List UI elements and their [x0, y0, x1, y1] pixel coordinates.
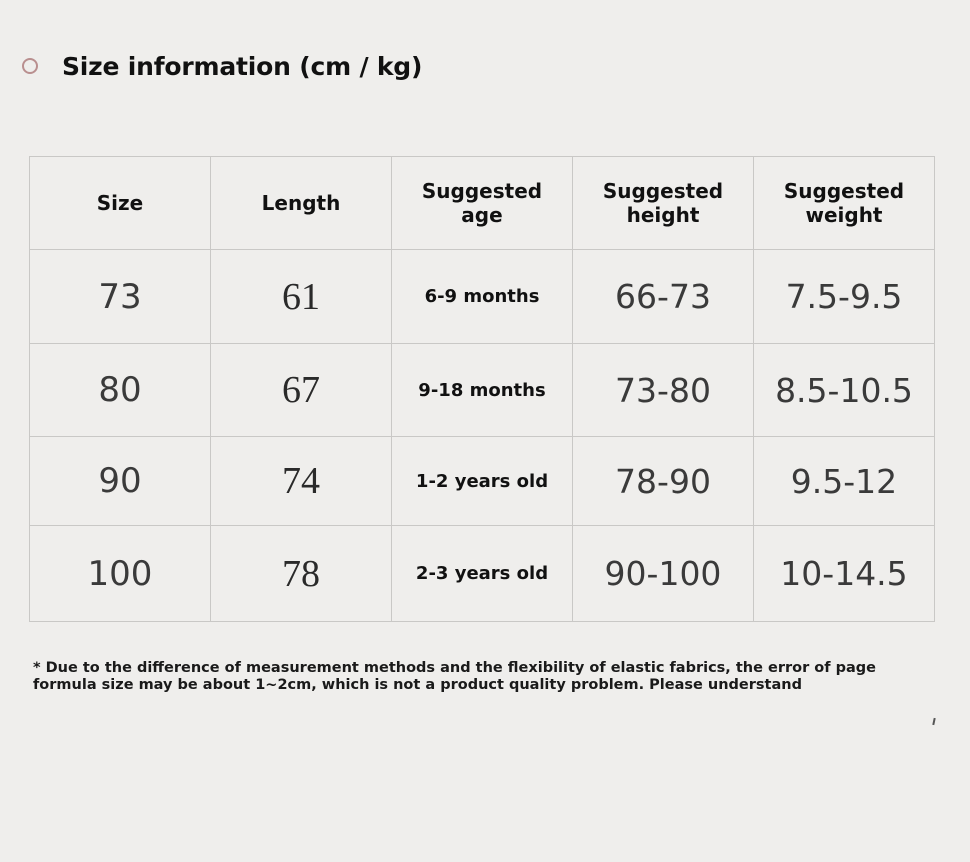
cell-height: 78-90: [572, 436, 754, 526]
header-suggested-height: Suggested height: [572, 156, 754, 250]
header-suggested-age: Suggested age: [391, 156, 573, 250]
cell-age: 2-3 years old: [391, 525, 573, 622]
cell-size: 100: [29, 525, 211, 622]
cell-weight: 9.5-12: [753, 436, 935, 526]
size-table: Size Length Suggested age Suggested heig…: [29, 156, 935, 622]
table-row: 73 61 6-9 months 66-73 7.5-9.5: [29, 249, 935, 344]
table-row: 100 78 2-3 years old 90-100 10-14.5: [29, 525, 935, 622]
stray-mark: [932, 717, 936, 726]
header-size: Size: [29, 156, 211, 250]
cell-weight: 7.5-9.5: [753, 249, 935, 344]
cell-weight: 8.5-10.5: [753, 343, 935, 437]
header-age-label: Suggested age: [421, 179, 543, 227]
table-row: 80 67 9-18 months 73-80 8.5-10.5: [29, 343, 935, 437]
cell-weight: 10-14.5: [753, 525, 935, 622]
cell-length: 78: [210, 525, 392, 622]
cell-age: 9-18 months: [391, 343, 573, 437]
cell-size: 73: [29, 249, 211, 344]
cell-height: 90-100: [572, 525, 754, 622]
header-weight-label: Suggested weight: [783, 179, 905, 227]
page-title: Size information (cm / kg): [62, 51, 423, 81]
header-length: Length: [210, 156, 392, 250]
cell-size: 90: [29, 436, 211, 526]
cell-length: 67: [210, 343, 392, 437]
cell-length: 74: [210, 436, 392, 526]
cell-height: 73-80: [572, 343, 754, 437]
ring-icon: [22, 58, 38, 74]
cell-length: 61: [210, 249, 392, 344]
header-suggested-weight: Suggested weight: [753, 156, 935, 250]
cell-age: 1-2 years old: [391, 436, 573, 526]
measurement-note: * Due to the difference of measurement m…: [33, 660, 876, 693]
cell-age: 6-9 months: [391, 249, 573, 344]
table-header-row: Size Length Suggested age Suggested heig…: [29, 156, 935, 250]
cell-size: 80: [29, 343, 211, 437]
header-height-label: Suggested height: [602, 179, 724, 227]
cell-height: 66-73: [572, 249, 754, 344]
table-row: 90 74 1-2 years old 78-90 9.5-12: [29, 436, 935, 526]
size-info-heading: Size information (cm / kg): [22, 48, 422, 84]
